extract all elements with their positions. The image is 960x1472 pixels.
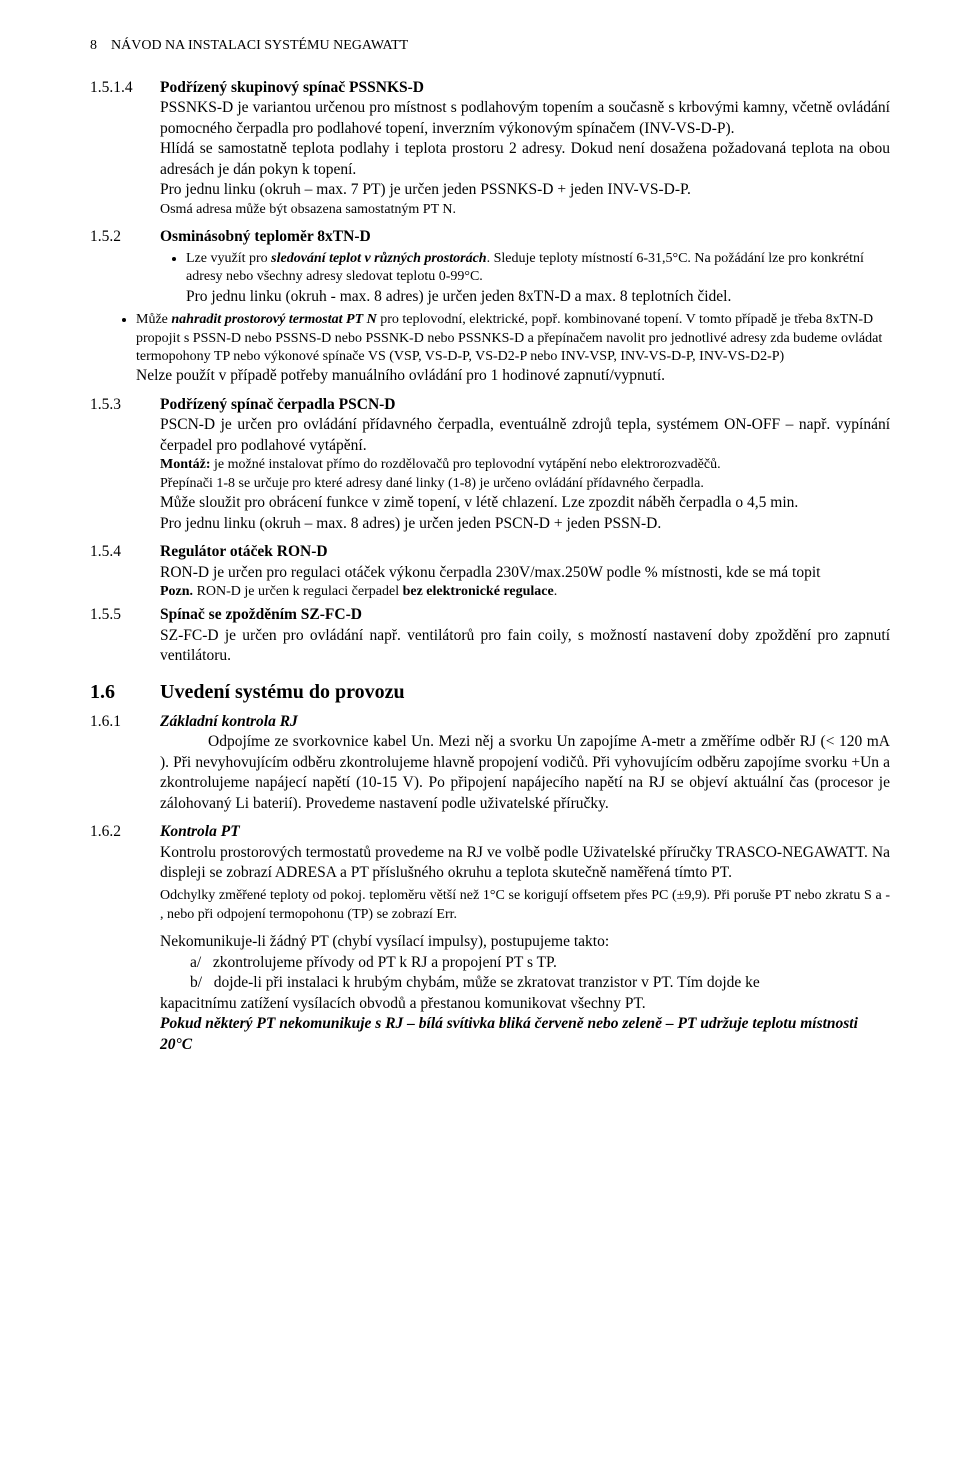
page-header: 8 NÁVOD NA INSTALACI SYSTÉMU NEGAWATT (90, 38, 890, 54)
section-1-6: 1.6 Uvedení systému do provozu (90, 681, 890, 704)
paragraph: RON-D je určen pro regulaci otáček výkon… (160, 563, 890, 583)
label: Pozn. (160, 584, 193, 599)
section-number: 1.6.1 (90, 712, 160, 732)
section-1-5-3: 1.5.3 Podřízený spínač čerpadla PSCN-D P… (90, 395, 890, 534)
paragraph: Kontrolu prostorových termostatů provede… (160, 843, 890, 884)
section-1-5-5: 1.5.5 Spínač se zpožděním SZ-FC-D SZ-FC-… (90, 605, 890, 666)
header-title: NÁVOD NA INSTALACI SYSTÉMU NEGAWATT (111, 38, 408, 53)
text-emphasis: sledování teplot v různých prostorách (271, 251, 486, 266)
paragraph: Může sloužit pro obrácení funkce v zimě … (160, 493, 890, 513)
section-number: 1.6 (90, 681, 160, 704)
item-label: b/ (190, 974, 202, 991)
section-title: Kontrola PT (160, 822, 890, 842)
list-item: Může nahradit prostorový termostat PT N … (136, 311, 890, 387)
paragraph: PSCN-D je určen pro ovládání přídavného … (160, 415, 890, 456)
section-number: 1.5.1.4 (90, 78, 160, 98)
section-number: 1.6.2 (90, 822, 160, 842)
section-title: Osminásobný teploměr 8xTN-D (160, 227, 890, 247)
section-1-6-1: 1.6.1 Základní kontrola RJ Odpojíme ze s… (90, 712, 890, 814)
paragraph: Odchylky změřené teploty od pokoj. teplo… (160, 887, 890, 924)
paragraph: kapacitnímu zatížení vysílacích obvodů a… (160, 994, 890, 1014)
paragraph: Montáž: je možné instalovat přímo do roz… (160, 456, 890, 474)
paragraph: Nelze použít v případě potřeby manuálníh… (136, 366, 890, 386)
section-1-5-1-4: 1.5.1.4 Podřízený skupinový spínač PSSNK… (90, 78, 890, 219)
section-1-5-2: 1.5.2 Osminásobný teploměr 8xTN-D Lze vy… (90, 227, 890, 309)
section-number: 1.5.3 (90, 395, 160, 415)
bullet-list: Může nahradit prostorový termostat PT N … (90, 311, 890, 387)
section-title: Základní kontrola RJ (160, 712, 890, 732)
paragraph-emphasis: Pokud některý PT nekomunikuje s RJ – bíl… (160, 1014, 890, 1055)
section-title: Podřízený skupinový spínač PSSNKS-D (160, 78, 890, 98)
list-item: Lze využít pro sledování teplot v různýc… (186, 250, 890, 307)
section-title: Podřízený spínač čerpadla PSCN-D (160, 395, 890, 415)
section-1-5-4: 1.5.4 Regulátor otáček RON-D RON-D je ur… (90, 542, 890, 601)
section-number: 1.5.5 (90, 605, 160, 625)
section-title: Spínač se zpožděním SZ-FC-D (160, 605, 890, 625)
paragraph: Nekomunikuje-li žádný PT (chybí vysílací… (160, 932, 890, 952)
bullet-list: Lze využít pro sledování teplot v různýc… (160, 250, 890, 307)
section-title: Uvedení systému do provozu (160, 681, 890, 704)
document-page: 8 NÁVOD NA INSTALACI SYSTÉMU NEGAWATT 1.… (0, 0, 960, 1472)
text-emphasis: nahradit prostorový termostat PT N (171, 312, 376, 327)
paragraph: Pro jednu linku (okruh - max. 8 adres) j… (186, 287, 890, 307)
item-text: zkontrolujeme přívody od PT k RJ a propo… (213, 954, 557, 971)
paragraph: Hlídá se samostatně teplota podlahy i te… (160, 139, 890, 180)
section-number: 1.5.4 (90, 542, 160, 562)
paragraph: Osmá adresa může být obsazena samostatný… (160, 201, 890, 219)
label: Montáž: (160, 457, 211, 472)
section-1-6-2: 1.6.2 Kontrola PT Kontrolu prostorových … (90, 822, 890, 1055)
text: je možné instalovat přímo do rozdělovačů… (211, 457, 721, 472)
item-label: a/ (190, 954, 201, 971)
paragraph: Pozn. RON-D je určen k regulaci čerpadel… (160, 583, 890, 601)
list-item: b/ dojde-li při instalaci k hrubým chybá… (160, 973, 890, 993)
item-text: dojde-li při instalaci k hrubým chybám, … (214, 974, 760, 991)
paragraph: Odpojíme ze svorkovnice kabel Un. Mezi n… (160, 732, 890, 814)
text: RON-D je určen k regulaci čerpadel (193, 584, 403, 599)
section-title: Regulátor otáček RON-D (160, 542, 890, 562)
paragraph: Pro jednu linku (okruh – max. 8 adres) j… (160, 514, 890, 534)
text-emphasis: bez elektronické regulace (403, 584, 554, 599)
paragraph: SZ-FC-D je určen pro ovládání např. vent… (160, 626, 890, 667)
text: . (554, 584, 558, 599)
text: Může (136, 312, 171, 327)
paragraph: PSSNKS-D je variantou určenou pro místno… (160, 98, 890, 139)
text: Lze využít pro (186, 251, 271, 266)
paragraph: Přepínači 1-8 se určuje pro které adresy… (160, 475, 890, 493)
list-item: a/ zkontrolujeme přívody od PT k RJ a pr… (160, 953, 890, 973)
section-number: 1.5.2 (90, 227, 160, 247)
paragraph: Pro jednu linku (okruh – max. 7 PT) je u… (160, 180, 890, 200)
page-number: 8 (90, 38, 97, 53)
